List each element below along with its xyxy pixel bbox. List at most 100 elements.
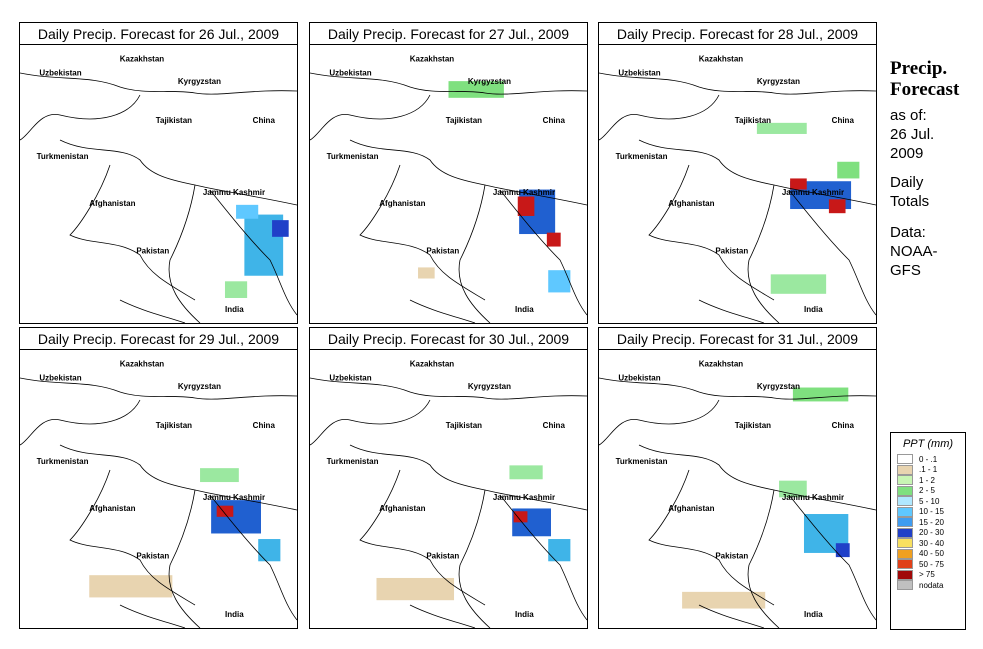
as-of-date: 26 Jul. — [890, 126, 935, 143]
precip-area — [224, 281, 248, 298]
legend-swatch — [897, 475, 913, 486]
legend-entry: 30 - 40 — [897, 538, 965, 549]
precip-area — [779, 480, 807, 498]
border-line — [20, 377, 297, 400]
legend-swatch — [897, 485, 913, 496]
precip-area — [837, 161, 860, 179]
legend-swatch — [897, 517, 913, 528]
info-title-line2: Forecast — [890, 79, 960, 100]
border-line — [747, 184, 780, 323]
precip-area — [790, 178, 807, 190]
map-label-kazakhstan: Kazakhstan — [699, 55, 744, 64]
map-label-turkmenistan: Turkmenistan — [37, 152, 89, 161]
map-label-kyrgyzstan: Kyrgyzstan — [468, 382, 511, 391]
border-line — [168, 184, 201, 323]
legend-entry: nodata — [897, 580, 965, 591]
precip-area — [517, 196, 535, 216]
precip-area — [258, 539, 281, 562]
map-label-afghanistan: Afghanistan — [89, 199, 135, 208]
border-line — [69, 469, 196, 606]
border-line — [310, 72, 587, 95]
legend-swatch — [897, 580, 913, 591]
precip-area — [548, 539, 571, 562]
legend-swatch — [897, 464, 913, 475]
legend-label: > 75 — [919, 570, 935, 580]
map-label-uzbekistan: Uzbekistan — [618, 69, 660, 78]
info-title-line1: Precip. — [890, 58, 948, 79]
panel-title: Daily Precip. Forecast for 28 Jul., 2009 — [599, 23, 876, 45]
map-label-jammu-kashmir: Jammu Kashmir — [203, 188, 265, 197]
map-label-afghanistan: Afghanistan — [668, 504, 714, 513]
border-line — [458, 184, 491, 323]
map-label-tajikistan: Tajikistan — [735, 116, 771, 125]
legend-label: 30 - 40 — [919, 538, 944, 548]
panel-title: Daily Precip. Forecast for 27 Jul., 2009 — [310, 23, 587, 45]
forecast-panel-1: Daily Precip. Forecast for 26 Jul., 2009… — [19, 22, 298, 324]
data-source-line1: NOAA- — [890, 243, 938, 260]
precip-area — [682, 591, 766, 609]
border-line — [648, 164, 775, 301]
legend-entry: .1 - 1 — [897, 464, 965, 476]
legend-title: PPT (mm) — [902, 438, 954, 450]
legend-entry: 2 - 5 — [897, 485, 965, 497]
legend-label: 20 - 30 — [919, 528, 944, 538]
border-line — [119, 299, 186, 323]
legend-label: nodata — [919, 580, 944, 590]
legend-label: 1 - 2 — [919, 475, 936, 485]
precip-area — [792, 387, 849, 402]
data-source-line2: GFS — [890, 262, 921, 279]
precip-map: Kazakhstan Uzbekistan Kyrgyzstan Tajikistan… — [20, 55, 297, 323]
border-line — [458, 489, 491, 628]
border-line — [359, 164, 486, 301]
border-line — [409, 604, 476, 628]
precip-area — [418, 267, 435, 279]
map-label-tajikistan: Tajikistan — [156, 116, 192, 125]
border-line — [168, 489, 201, 628]
map-label-turkmenistan: Turkmenistan — [327, 152, 379, 161]
legend-swatch — [897, 527, 913, 538]
forecast-info: Precip. Forecast as of: 26 Jul. 2009 Dai… — [890, 58, 982, 280]
map-label-pakistan: Pakistan — [136, 247, 169, 256]
map-label-pakistan: Pakistan — [715, 552, 748, 561]
border-line — [209, 494, 297, 621]
legend-entry: 5 - 10 — [897, 496, 965, 507]
map-label-uzbekistan: Uzbekistan — [39, 69, 81, 78]
legend-label: 5 - 10 — [919, 496, 940, 506]
border-line — [310, 399, 431, 446]
precip-map: Kazakhstan Uzbekistan Kyrgyzstan Tajikistan… — [599, 55, 876, 323]
map-label-kazakhstan: Kazakhstan — [120, 55, 165, 64]
precip-map: Kazakhstan Uzbekistan Kyrgyzstan Tajikistan… — [20, 360, 297, 628]
info-as-of: as of: 26 Jul. 2009 — [890, 106, 982, 163]
precip-area — [509, 465, 543, 480]
totals-line2: Totals — [890, 193, 930, 210]
info-data-source: Data: NOAA- GFS — [890, 223, 982, 280]
legend-label: .1 - 1 — [919, 465, 938, 475]
legend-label: 50 - 75 — [919, 559, 944, 569]
forecast-panel-5: Daily Precip. Forecast for 30 Jul., 2009… — [309, 327, 588, 629]
map-label-china: China — [543, 116, 566, 125]
map-label-jammu-kashmir: Jammu Kashmir — [782, 493, 844, 502]
map-label-china: China — [543, 421, 566, 430]
map-label-india: India — [515, 610, 534, 619]
map-label-turkmenistan: Turkmenistan — [327, 457, 379, 466]
map-label-kazakhstan: Kazakhstan — [699, 360, 744, 369]
map-label-kyrgyzstan: Kyrgyzstan — [468, 77, 511, 86]
legend-entry: 50 - 75 — [897, 559, 965, 570]
legend-entry: 15 - 20 — [897, 517, 965, 528]
map-label-kyrgyzstan: Kyrgyzstan — [178, 382, 221, 391]
as-of-label: as of: — [890, 107, 927, 124]
border-line — [310, 94, 431, 141]
map-label-afghanistan: Afghanistan — [379, 199, 425, 208]
forecast-panel-2: Daily Precip. Forecast for 27 Jul., 2009… — [309, 22, 588, 324]
border-line — [409, 299, 476, 323]
map-label-turkmenistan: Turkmenistan — [37, 457, 89, 466]
map-label-afghanistan: Afghanistan — [379, 504, 425, 513]
map-label-kazakhstan: Kazakhstan — [120, 360, 165, 369]
border-line — [788, 494, 876, 621]
border-line — [698, 299, 765, 323]
legend-entry: 0 - .1 — [897, 454, 965, 465]
map-label-china: China — [832, 116, 855, 125]
map-label-india: India — [225, 610, 244, 619]
